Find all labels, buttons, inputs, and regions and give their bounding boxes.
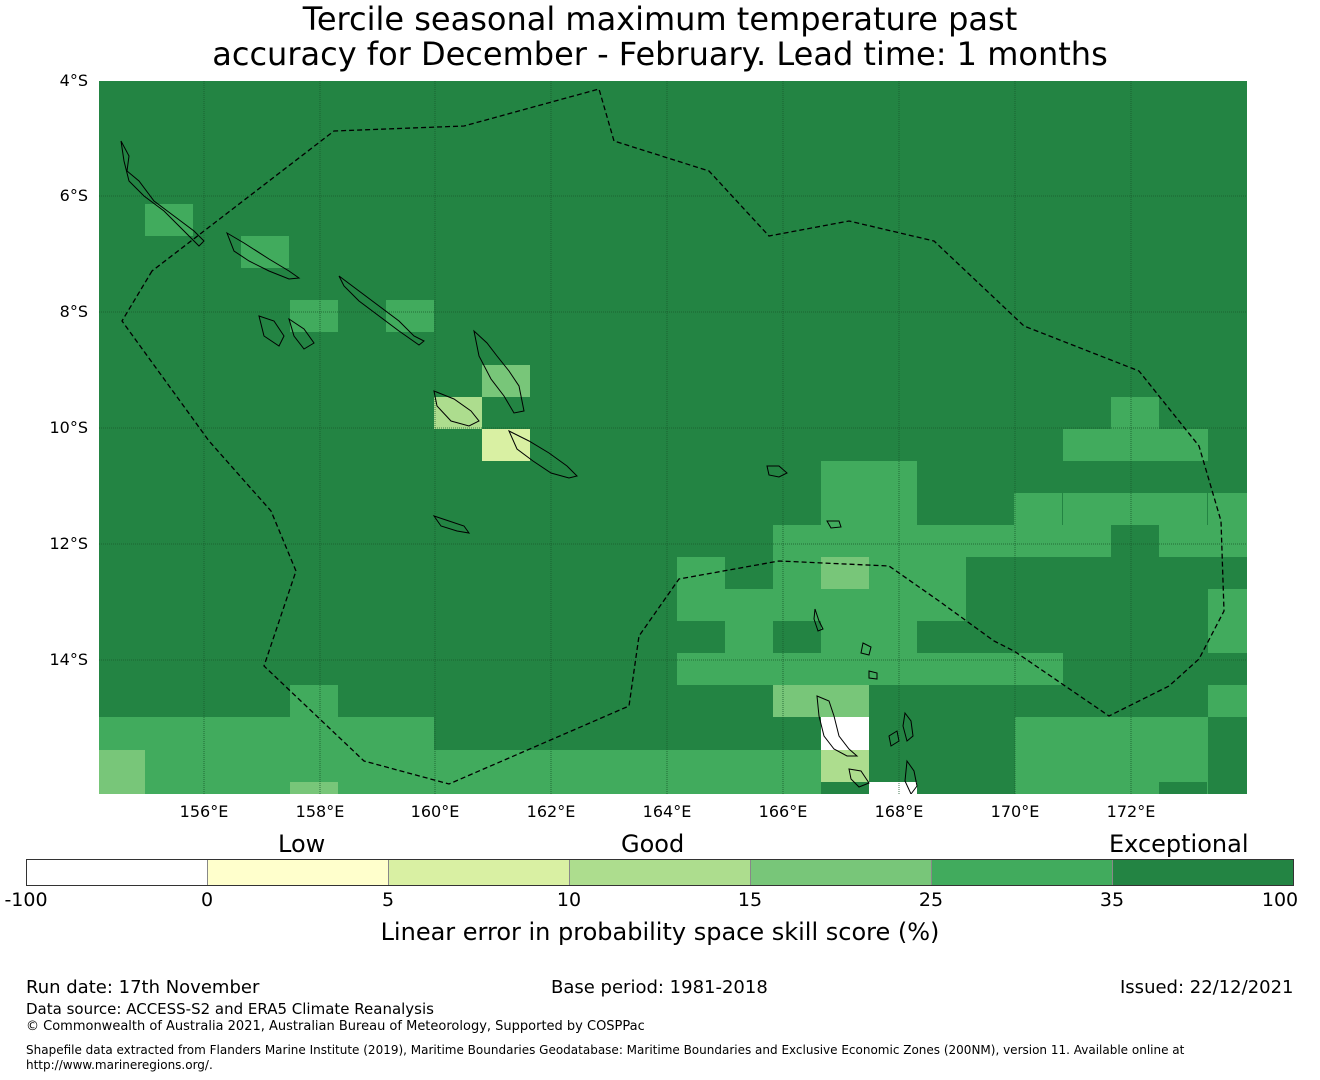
map-title-line-1: Tercile seasonal maximum temperature pas… <box>302 0 1018 38</box>
colorbar-segment <box>27 860 208 885</box>
lon-label-168e: 168°E <box>874 802 924 821</box>
lon-label-162e: 162°E <box>526 802 576 821</box>
graticule <box>99 81 1247 794</box>
eez-boundary <box>121 88 1225 785</box>
shapefile-credit: Shapefile data extracted from Flanders M… <box>26 1043 1185 1057</box>
lat-label-4s: 4°S <box>59 71 88 90</box>
skill-cells <box>99 204 1247 794</box>
colorbar-segment <box>570 860 751 885</box>
lon-label-170e: 170°E <box>990 802 1040 821</box>
coastlines <box>120 140 918 794</box>
marineregions-link[interactable]: http://www.marineregions.org/. <box>26 1058 213 1072</box>
lat-label-14s: 14°S <box>49 650 88 669</box>
colorbar-label: Linear error in probability space skill … <box>380 918 940 946</box>
legend-category-exceptional: Exceptional <box>1109 830 1249 858</box>
colorbar-tick: 25 <box>918 889 944 911</box>
colorbar-tick: 0 <box>200 889 214 911</box>
lat-label-12s: 12°S <box>49 534 88 553</box>
colorbar-segment <box>1113 860 1293 885</box>
skill-score-map[interactable] <box>99 81 1247 794</box>
colorbar-tick: -100 <box>4 889 48 911</box>
lat-label-10s: 10°S <box>49 418 88 437</box>
legend-category-low: Low <box>278 830 326 858</box>
issued-date: Issued: 22/12/2021 <box>1120 977 1294 998</box>
colorbar-tick: 5 <box>381 889 395 911</box>
lon-label-166e: 166°E <box>758 802 808 821</box>
run-date: Run date: 17th November <box>26 977 260 998</box>
colorbar-segment <box>389 860 570 885</box>
data-source: Data source: ACCESS-S2 and ERA5 Climate … <box>26 1000 434 1018</box>
colorbar <box>26 859 1294 886</box>
base-period: Base period: 1981-2018 <box>551 977 768 998</box>
map-title-line-2: accuracy for December - February. Lead t… <box>212 35 1108 73</box>
lon-label-158e: 158°E <box>295 802 345 821</box>
colorbar-segment <box>208 860 389 885</box>
lon-label-172e: 172°E <box>1106 802 1156 821</box>
colorbar-tick: 10 <box>556 889 582 911</box>
legend-category-good: Good <box>621 830 685 858</box>
colorbar-segment <box>751 860 932 885</box>
colorbar-tick: 35 <box>1099 889 1125 911</box>
lon-label-164e: 164°E <box>642 802 692 821</box>
colorbar-tick: 100 <box>1261 889 1299 911</box>
copyright-notice: © Commonwealth of Australia 2021, Austra… <box>26 1019 645 1034</box>
lon-label-156e: 156°E <box>179 802 229 821</box>
lat-label-6s: 6°S <box>59 186 88 205</box>
lon-label-160e: 160°E <box>410 802 460 821</box>
colorbar-segment <box>932 860 1113 885</box>
lat-label-8s: 8°S <box>59 302 88 321</box>
colorbar-tick: 15 <box>737 889 763 911</box>
